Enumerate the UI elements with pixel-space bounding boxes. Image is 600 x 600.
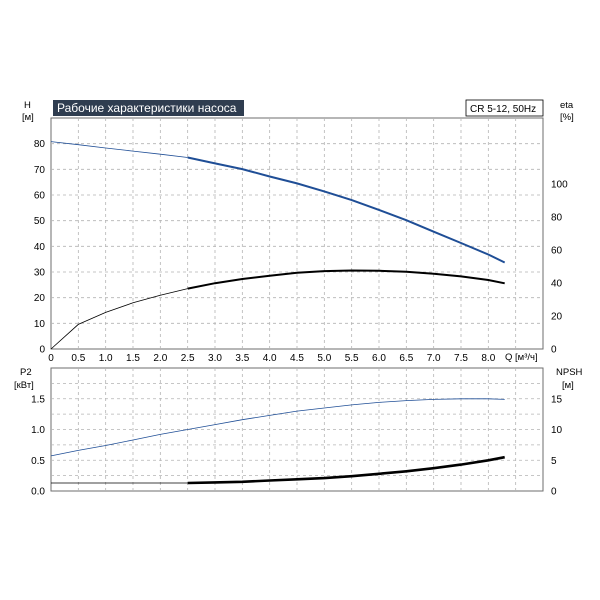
tick-label: 100 (551, 180, 568, 191)
tick-label: 10 (34, 319, 46, 330)
tick-label: 0 (48, 353, 54, 364)
tick-label: 1.5 (126, 353, 140, 364)
x-axis-label-q: Q [м³/ч] (505, 352, 538, 363)
tick-label: 3.0 (208, 353, 222, 364)
tick-label: 4.5 (290, 353, 304, 364)
tick-label: 6.5 (399, 353, 413, 364)
tick-label: 0 (551, 345, 557, 356)
y-axis-label-p2: P2 (20, 367, 32, 378)
tick-label: 1.0 (99, 353, 113, 364)
model-badge: CR 5-12, 50Hz (470, 104, 536, 115)
curve-bold (187, 269, 505, 290)
tick-label: 7.0 (427, 353, 441, 364)
y-axis-unit-p2: [кВт] (14, 380, 34, 391)
bottom-curves (50, 398, 505, 485)
y-axis-label-h: H (24, 100, 31, 111)
tick-label: 80 (551, 213, 563, 224)
tick-label: 4.0 (263, 353, 277, 364)
tick-label: 40 (551, 279, 563, 290)
y2-axis-unit-npsh: [м] (562, 380, 574, 391)
tick-label: 5 (551, 456, 557, 467)
tick-label: 7.5 (454, 353, 468, 364)
tick-label: 10 (551, 425, 563, 436)
tick-label: 70 (34, 165, 46, 176)
chart-title: Рабочие характеристики насоса (57, 101, 237, 115)
tick-label: 60 (551, 246, 563, 257)
tick-label: 6.0 (372, 353, 386, 364)
tick-label: 60 (34, 191, 46, 202)
tick-label: 8.0 (481, 353, 495, 364)
model-badge-box (465, 99, 544, 117)
tick-label: 20 (34, 293, 46, 304)
bottom-y2-tick-labels: 0 5 10 15 (551, 394, 563, 497)
tick-label: 5.5 (345, 353, 359, 364)
bottom-panel: 0.0 0.5 1.0 1.5 0 5 10 15 P2 [кВт] NPSH [м] (14, 367, 583, 498)
curve-bold (187, 156, 506, 264)
curve-thin (50, 141, 188, 158)
tick-label: 20 (551, 312, 563, 323)
top-x-tick-labels: 0 0.5 1.0 1.5 2.0 2.5 3.0 3.5 4.0 4.5 5.0 5.5 6.0 6.5… (48, 353, 496, 364)
tick-label: 5.0 (317, 353, 331, 364)
y2-axis-label-npsh: NPSH (556, 367, 583, 378)
tick-label: 0.5 (71, 353, 85, 364)
tick-label: 2.0 (153, 353, 167, 364)
tick-label: 30 (34, 268, 46, 279)
tick-label: 80 (34, 139, 46, 150)
top-panel: 0 0.5 1.0 1.5 2.0 2.5 3.0 3.5 4.0 4.5 5.0 5.5 6.0 6.5… (22, 99, 574, 364)
tick-label: 2.5 (181, 353, 195, 364)
y2-axis-unit-eta: [%] (560, 112, 574, 123)
top-y-tick-labels: 0 10 20 30 40 50 60 70 80 (34, 139, 46, 355)
chart-title-box (53, 100, 244, 116)
tick-label: 0 (39, 345, 45, 356)
curve-thin (50, 398, 505, 457)
tick-label: 1.0 (31, 425, 45, 436)
tick-label: 50 (34, 216, 46, 227)
tick-label: 0.5 (31, 456, 45, 467)
y2-axis-label-eta: eta (560, 100, 574, 111)
y-axis-unit-h: [м] (22, 112, 34, 123)
top-y2-tick-labels: 0 20 40 60 80 100 (551, 180, 568, 356)
bottom-y-tick-labels: 0.0 0.5 1.0 1.5 (31, 394, 45, 497)
tick-label: 0 (551, 487, 557, 498)
top-curves (50, 141, 506, 350)
curve-thin (50, 288, 188, 350)
tick-label: 15 (551, 394, 563, 405)
tick-label: 40 (34, 242, 46, 253)
tick-label: 3.5 (235, 353, 249, 364)
tick-label: 0.0 (31, 487, 45, 498)
curve-bold (187, 455, 505, 485)
tick-label: 1.5 (31, 394, 45, 405)
